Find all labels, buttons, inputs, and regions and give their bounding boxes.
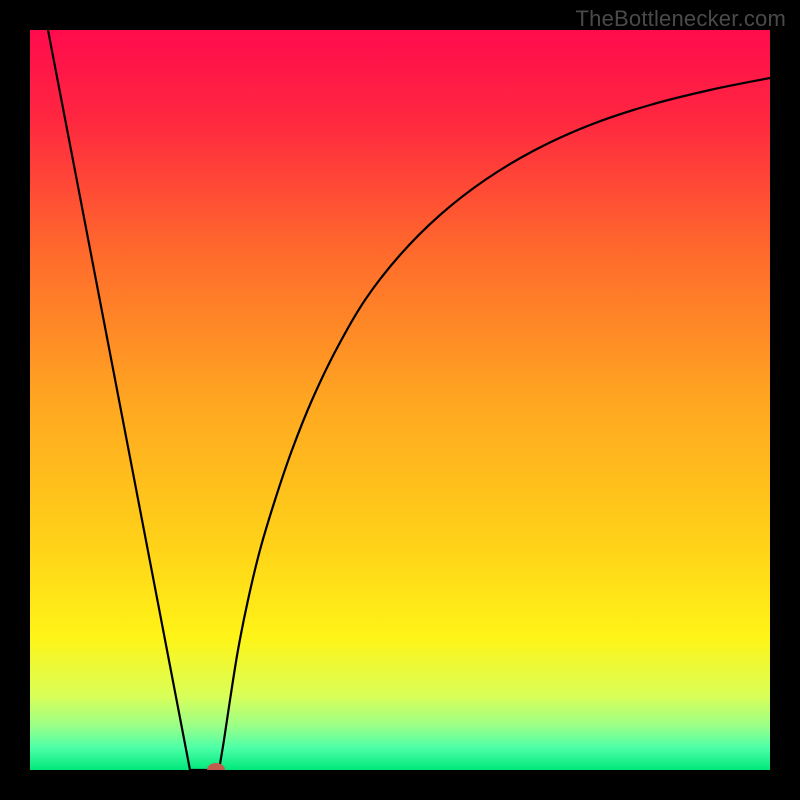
plot-background — [30, 30, 770, 770]
bottleneck-chart — [0, 0, 800, 800]
chart-frame: TheBottlenecker.com — [0, 0, 800, 800]
watermark-text: TheBottlenecker.com — [576, 6, 786, 32]
